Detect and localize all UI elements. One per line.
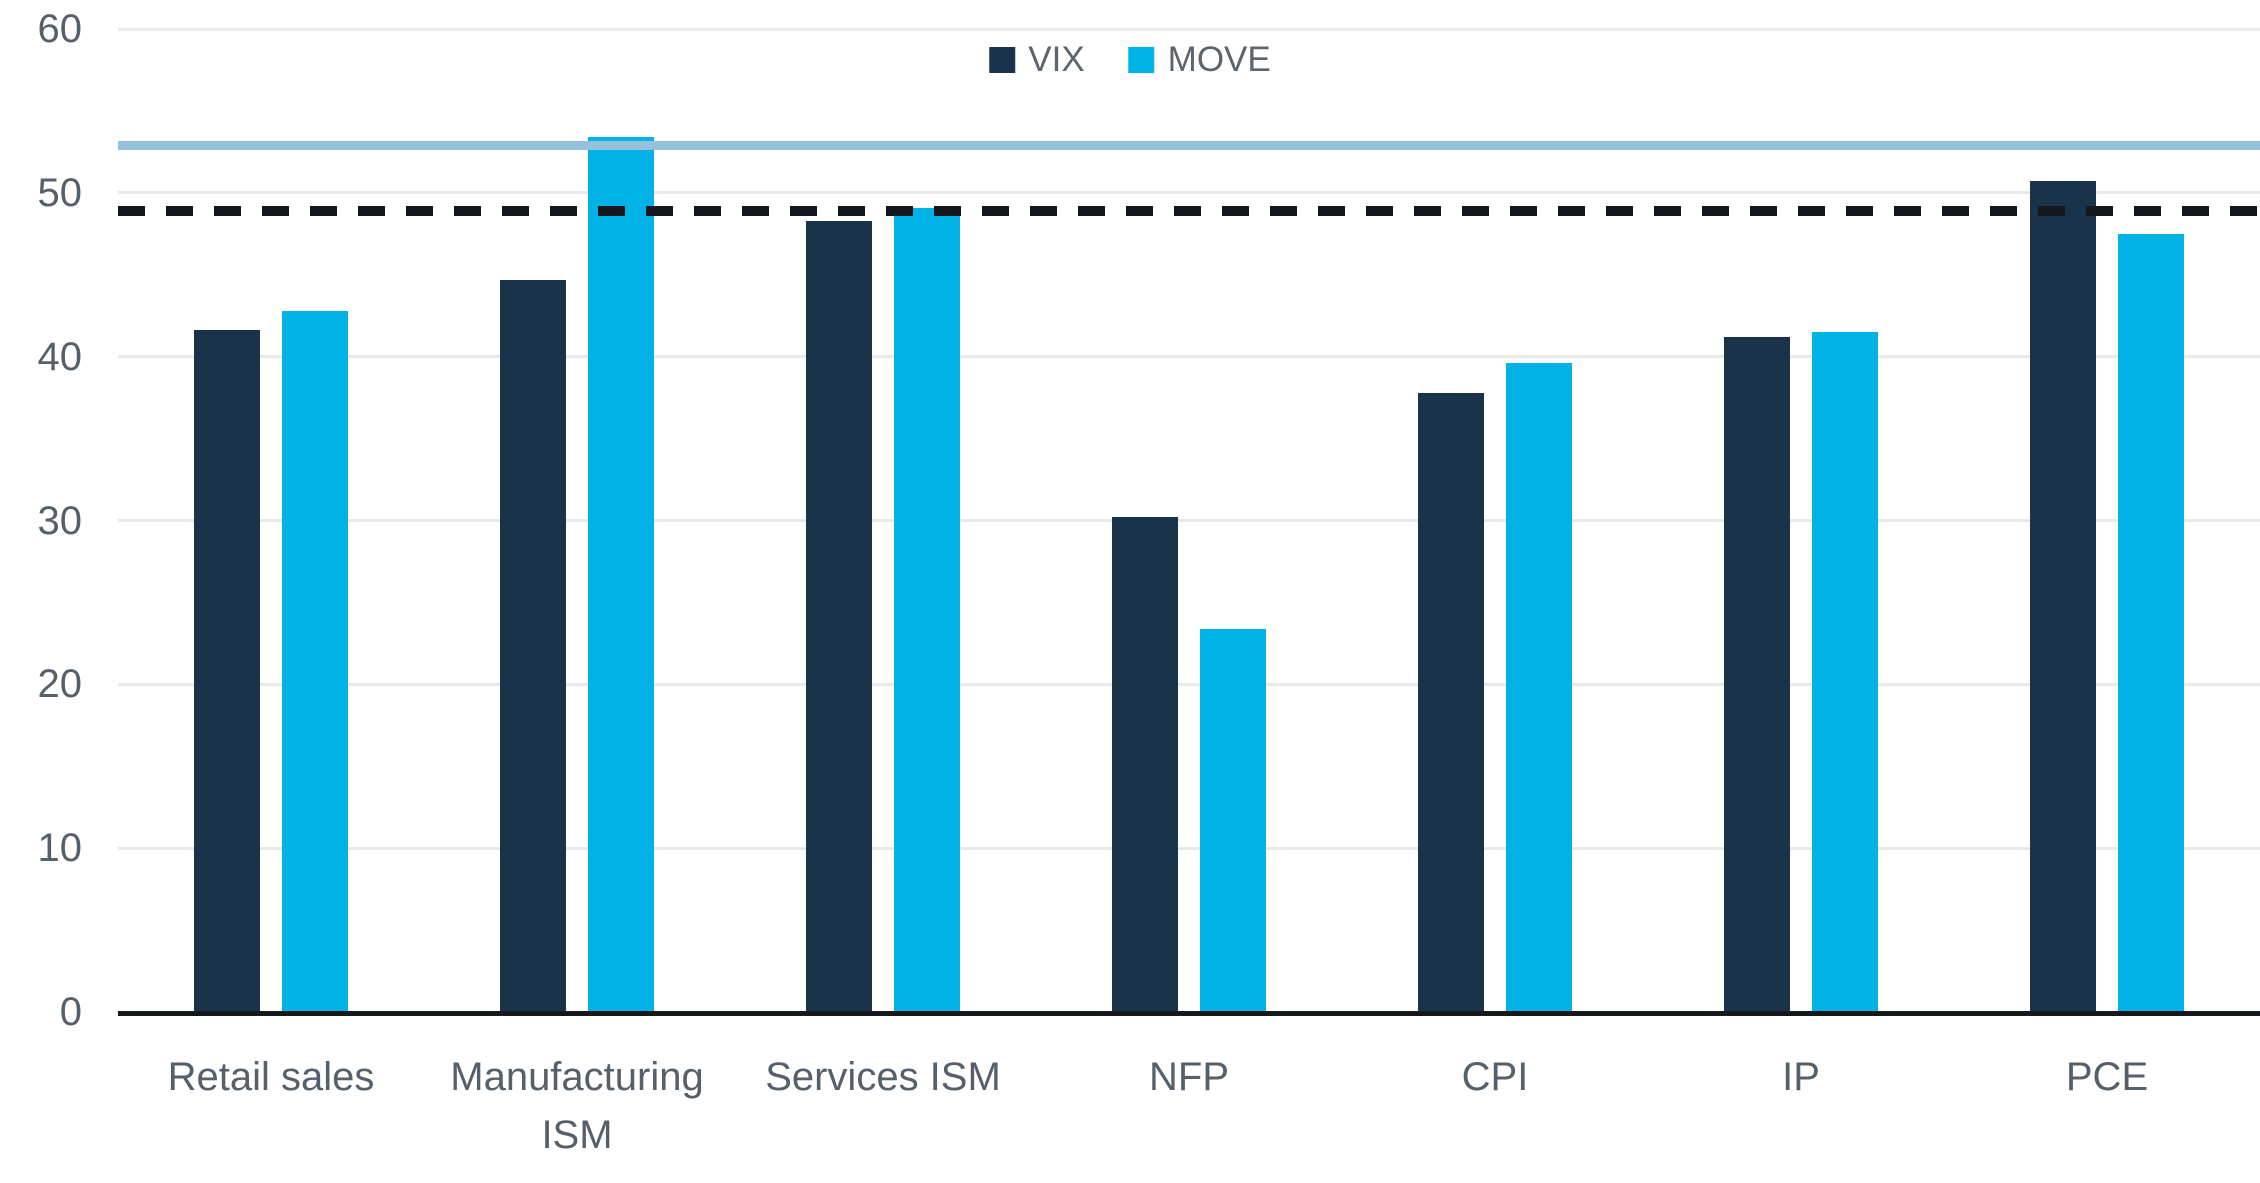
- legend-label-move: MOVE: [1167, 40, 1271, 79]
- y-tick-label-40: 40: [37, 334, 83, 379]
- y-tick-label-10: 10: [37, 826, 83, 871]
- y-tick-label-30: 30: [37, 498, 83, 543]
- bar-move-manufacturing-ism: [588, 137, 654, 1012]
- bar-move-services-ism: [894, 207, 960, 1012]
- gridline-20: [118, 682, 2260, 686]
- x-axis-label-services-ism: Services ISM: [765, 1055, 1001, 1099]
- gridline-50: [118, 191, 2260, 195]
- solid-blue-line: [118, 140, 2260, 150]
- gridline-60: [118, 27, 2260, 31]
- bar-vix-services-ism: [806, 220, 872, 1012]
- x-axis-label-nfp: NFP: [1149, 1055, 1229, 1099]
- bar-vix-cpi: [1418, 392, 1484, 1012]
- bar-move-cpi: [1506, 363, 1572, 1012]
- bar-vix-ip: [1724, 337, 1790, 1012]
- bar-move-ip: [1812, 332, 1878, 1012]
- legend-swatch-vix: [989, 46, 1016, 73]
- bar-vix-retail-sales: [194, 330, 260, 1012]
- x-axis-label-cpi: CPI: [1461, 1055, 1529, 1099]
- y-tick-label-20: 20: [37, 662, 83, 707]
- legend-item-move: MOVE: [1128, 40, 1271, 79]
- legend: VIX MOVE: [989, 42, 1271, 77]
- legend-swatch-move: [1128, 46, 1155, 73]
- bar-vix-manufacturing-ism: [500, 279, 566, 1012]
- x-axis-label-pce: PCE: [2065, 1055, 2149, 1099]
- y-tick-label-50: 50: [37, 170, 83, 215]
- gridline-30: [118, 519, 2260, 522]
- x-axis-label-retail-sales: Retail sales: [167, 1055, 375, 1099]
- legend-item-vix: VIX: [989, 40, 1085, 79]
- y-tick-label-60: 60: [37, 7, 83, 51]
- gridline-40: [118, 355, 2260, 359]
- gridline-10: [118, 846, 2260, 850]
- bar-move-nfp: [1200, 628, 1266, 1012]
- bar-vix-nfp: [1112, 517, 1178, 1012]
- dashed-black-line: [118, 205, 2260, 216]
- y-tick-label-0: 0: [59, 990, 82, 1034]
- x-axis-label-manufacturing-ism: Manufacturing ISM: [450, 1055, 704, 1157]
- legend-label-vix: VIX: [1028, 40, 1085, 79]
- bar-vix-pce: [2030, 181, 2096, 1012]
- bar-move-pce: [2118, 233, 2184, 1012]
- x-axis-label-ip: IP: [1782, 1055, 1820, 1099]
- bar-move-retail-sales: [282, 310, 348, 1012]
- x-axis-line: [118, 1011, 2260, 1016]
